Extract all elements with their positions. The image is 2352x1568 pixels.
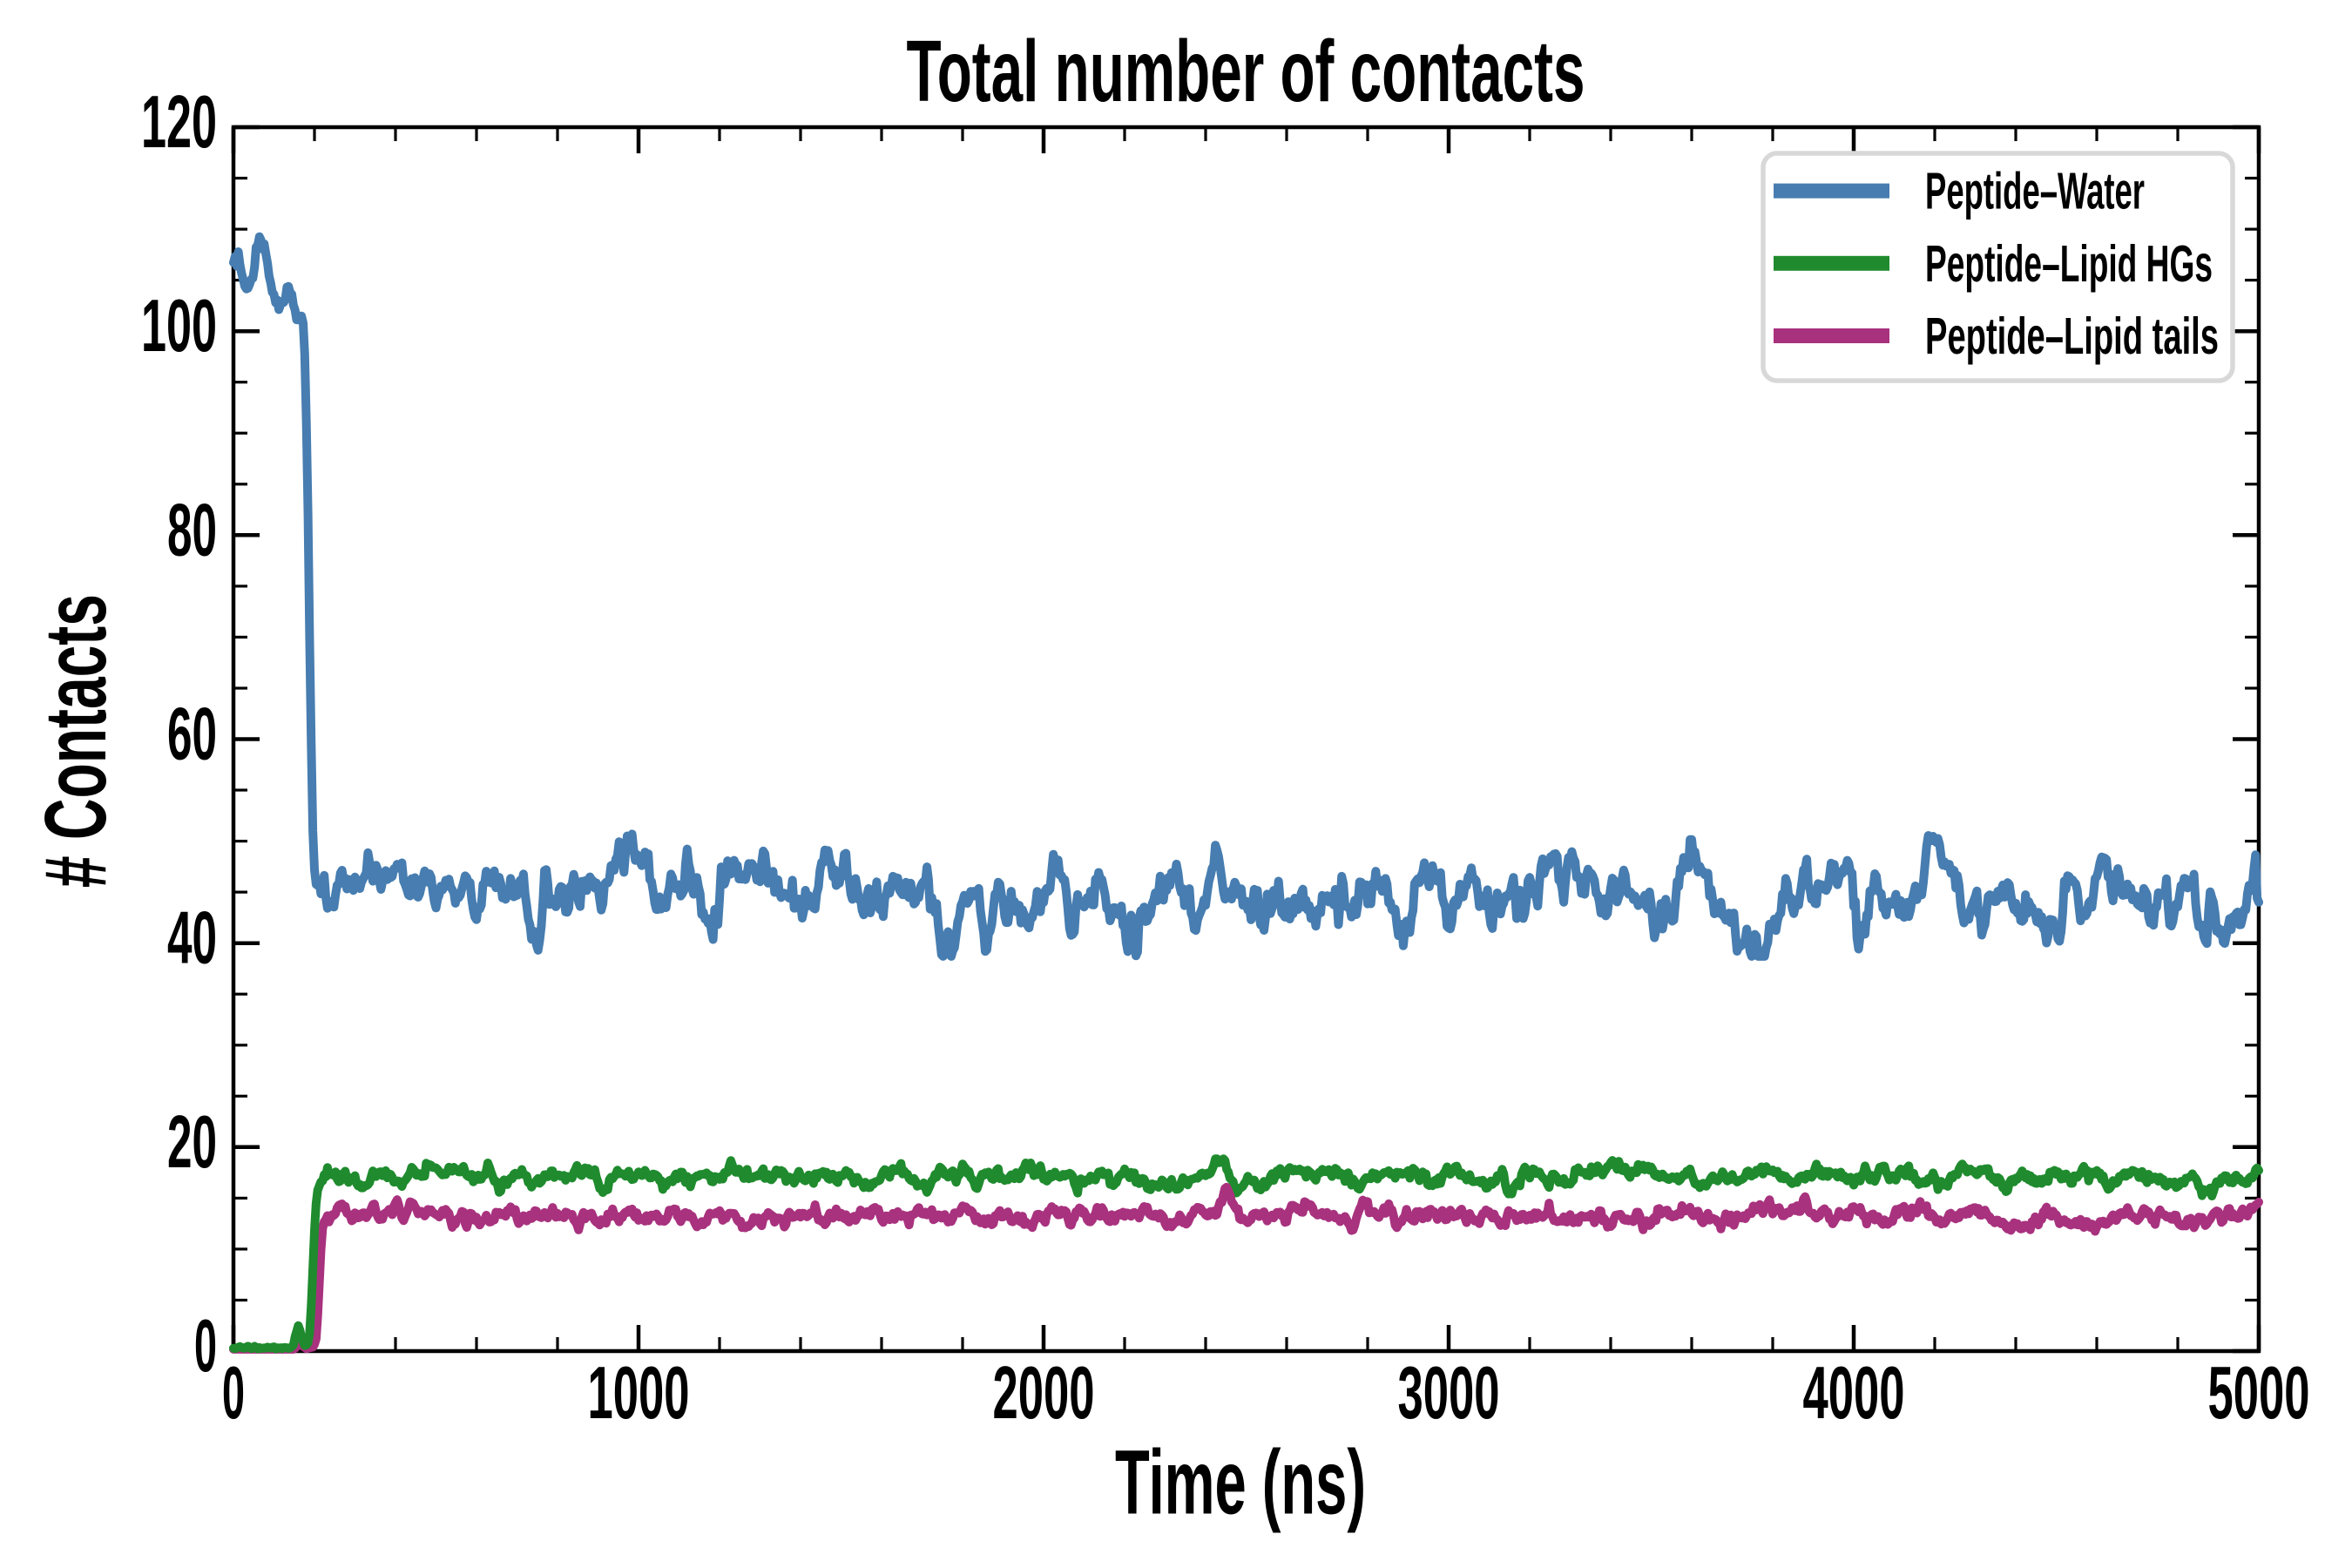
svg-text:Peptide–Water: Peptide–Water (1925, 163, 2145, 220)
svg-text:5000: 5000 (2208, 1352, 2310, 1435)
svg-text:80: 80 (167, 489, 217, 571)
svg-text:60: 60 (167, 693, 217, 776)
svg-text:4000: 4000 (1803, 1352, 1905, 1435)
svg-text:# Contacts: # Contacts (27, 594, 125, 888)
svg-text:Peptide–Lipid tails: Peptide–Lipid tails (1925, 308, 2219, 365)
svg-text:Time (ns): Time (ns) (1115, 1432, 1366, 1534)
svg-text:20: 20 (167, 1101, 217, 1184)
svg-text:120: 120 (141, 81, 217, 164)
svg-text:Peptide–Lipid HGs: Peptide–Lipid HGs (1925, 235, 2213, 293)
svg-text:0: 0 (222, 1352, 245, 1435)
svg-text:3000: 3000 (1398, 1352, 1500, 1435)
svg-text:1000: 1000 (588, 1352, 690, 1435)
svg-text:0: 0 (194, 1305, 217, 1388)
svg-text:100: 100 (141, 285, 217, 368)
svg-text:40: 40 (167, 897, 217, 980)
svg-text:2000: 2000 (993, 1352, 1095, 1435)
svg-text:Total number of contacts: Total number of contacts (907, 23, 1585, 120)
